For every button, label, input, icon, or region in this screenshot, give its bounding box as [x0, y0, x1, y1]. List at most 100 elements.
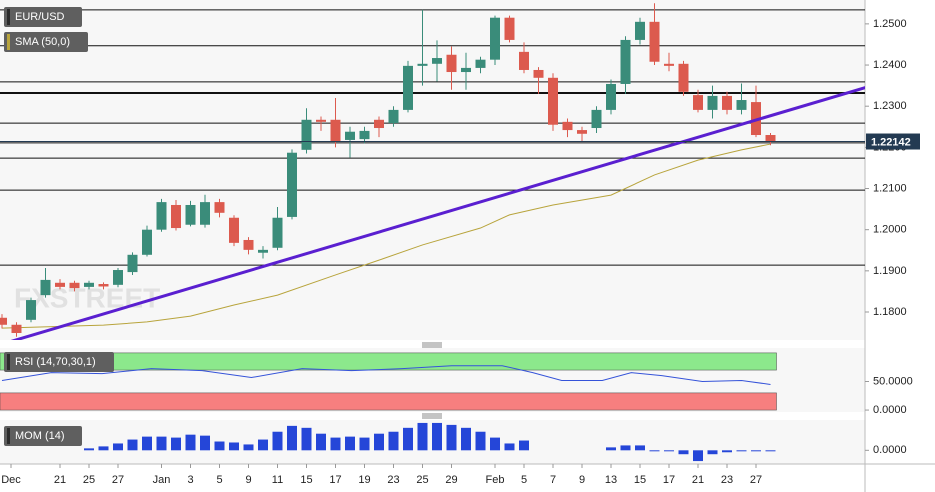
rsi-band: [0, 392, 777, 411]
candle-body: [403, 65, 413, 110]
x-tick-label: 25: [416, 474, 428, 486]
x-tick-label: 23: [387, 474, 399, 486]
candle-body: [388, 109, 399, 124]
mom-bar: [446, 424, 457, 451]
candle-body: [301, 119, 312, 150]
x-tick-label: 11: [272, 474, 283, 486]
mom-bar: [345, 436, 355, 451]
candle-body: [156, 202, 167, 230]
candle-body: [736, 100, 747, 110]
candle-body: [98, 284, 109, 287]
candle-body: [287, 152, 297, 217]
mom-bar: [504, 443, 515, 451]
mom-bar: [171, 437, 181, 451]
legend-label: EUR/USD: [15, 11, 65, 23]
mom-bar: [678, 450, 689, 455]
candle-body: [664, 63, 674, 66]
x-tick-label: 29: [445, 474, 457, 486]
mom-bar: [287, 425, 297, 451]
candle-body: [258, 249, 268, 253]
candle-body: [548, 77, 558, 125]
candle-body: [345, 131, 355, 140]
mom-bar: [403, 427, 413, 451]
candle-body: [127, 254, 138, 273]
mom-bar: [693, 450, 703, 462]
mom-bar: [475, 431, 486, 451]
candle-body: [40, 279, 51, 296]
mom-bar: [649, 450, 660, 452]
candle-body: [577, 130, 587, 134]
legend-box: [4, 32, 88, 52]
candle-body: [229, 217, 239, 243]
mom-bar: [736, 450, 747, 452]
watermark: FXSTREET: [14, 282, 160, 313]
mom-bar: [98, 446, 109, 451]
candle-body: [330, 119, 341, 143]
mom-bar: [185, 434, 196, 451]
last-price-label: 1.22142: [871, 136, 911, 148]
y-tick-label: 1.2500: [873, 18, 907, 30]
x-tick-label: 17: [663, 474, 675, 486]
x-tick-label: 9: [245, 474, 251, 486]
candle-body: [185, 204, 196, 225]
main-plot: FXSTREET: [0, 3, 865, 340]
legend-swatch: [7, 9, 10, 25]
x-tick-label: 15: [634, 474, 646, 486]
mom-bar: [200, 435, 210, 451]
x-tick-label: 13: [605, 474, 617, 486]
x-tick-label: 23: [721, 474, 733, 486]
candle-body: [461, 67, 471, 73]
mom-bar: [765, 450, 776, 452]
candle-body: [678, 63, 689, 92]
mom-bar: [127, 439, 138, 451]
legend-swatch: [7, 354, 10, 370]
candle-body: [519, 51, 529, 70]
mom-bar: [142, 436, 152, 451]
candle-body: [649, 21, 660, 62]
x-tick-label: 21: [692, 474, 704, 486]
y-tick-label: 1.2400: [873, 59, 907, 71]
candle-body: [272, 217, 283, 248]
y-tick-label: 0.0000: [873, 404, 907, 416]
legend-label: MOM (14): [15, 430, 65, 442]
mom-bar: [229, 442, 239, 451]
pane-handle[interactable]: [422, 342, 442, 348]
candle-body: [84, 282, 94, 287]
x-tick-label: 5: [216, 474, 222, 486]
y-tick-label: 50.0000: [873, 375, 913, 387]
mom-bar: [301, 427, 312, 451]
candle-body: [171, 204, 181, 229]
pane-handle[interactable]: [422, 413, 442, 419]
candle-body: [55, 282, 65, 287]
candle-body: [113, 270, 123, 285]
y-tick-label: 1.2300: [873, 100, 907, 112]
x-tick-label: 27: [750, 474, 762, 486]
main-pane: [0, 0, 865, 340]
mom-bar: [330, 437, 341, 451]
candle-body: [11, 324, 22, 334]
mom-bar: [359, 437, 370, 451]
mom-bar: [272, 431, 283, 451]
candle-body: [533, 69, 544, 78]
candle-body: [490, 17, 500, 60]
y-tick-label: 1.1900: [873, 265, 907, 277]
x-tick-label: 9: [579, 474, 585, 486]
mom-bar: [417, 422, 428, 451]
x-tick-label: 7: [550, 474, 556, 486]
x-tick-label: Dec: [1, 474, 21, 486]
y-tick-label: 0.0000: [873, 444, 907, 456]
y-tick-label: 1.1800: [873, 306, 907, 318]
mom-bar: [156, 436, 167, 451]
mom-bar: [722, 450, 732, 453]
x-tick-label: 5: [521, 474, 527, 486]
x-tick-label: 21: [54, 474, 66, 486]
legend-box: [4, 352, 114, 372]
x-tick-label: 25: [83, 474, 95, 486]
mom-bar: [490, 437, 500, 451]
mom-bar: [243, 444, 254, 451]
mom-bar: [635, 445, 645, 451]
candle-body: [446, 54, 457, 73]
candle-body: [69, 282, 80, 289]
sma-line: [1, 143, 771, 329]
